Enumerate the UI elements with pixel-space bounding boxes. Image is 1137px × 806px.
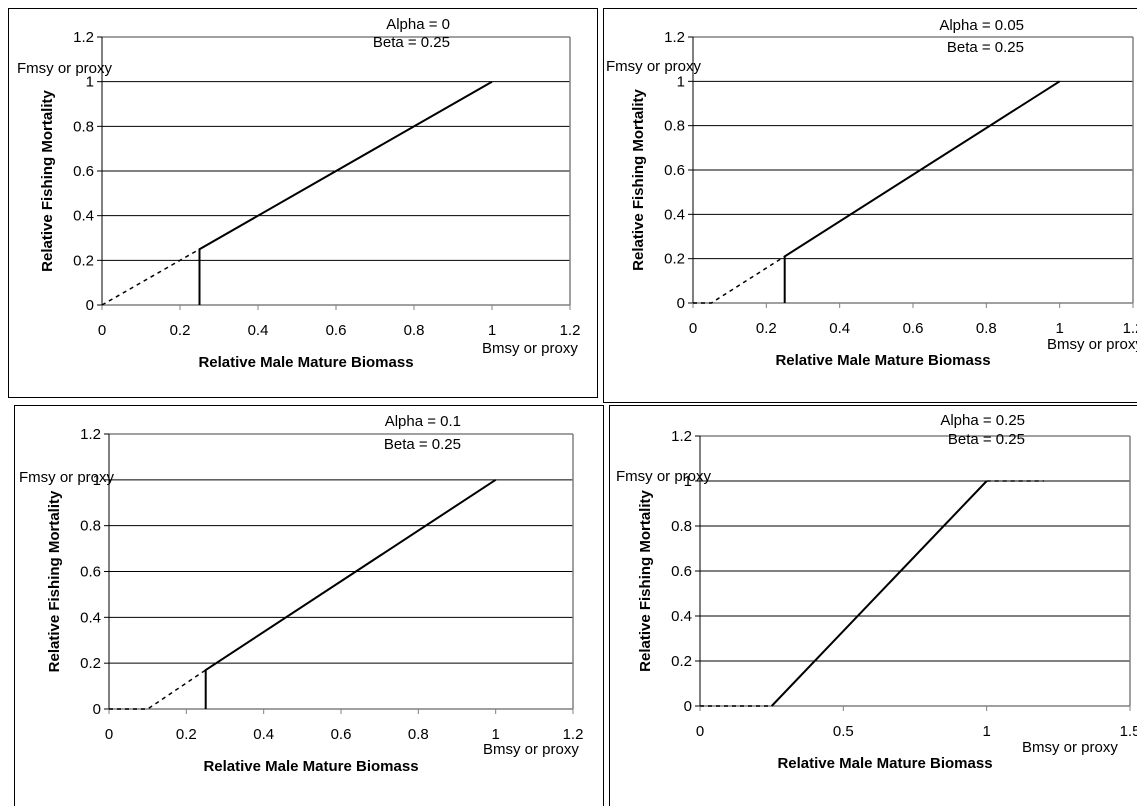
chart-panel-4: 0 0.2 0.4 0.6 0.8 1 1.2 0 0.5 1 1.5 Relative Male M… bbox=[609, 405, 1137, 806]
dashed-series-line bbox=[101, 248, 200, 306]
x-axis-title: Relative Male Mature Biomass bbox=[198, 354, 413, 371]
y-tick-label: 0.6 bbox=[80, 564, 101, 581]
fmsy-annotation: Fmsy or proxy bbox=[616, 468, 712, 485]
y-tick-label: 0.4 bbox=[80, 609, 101, 626]
chart-panel-2: 0 0.2 0.4 0.6 0.8 1 1.2 0 0.2 0.4 0.6 0.8 1 1.2 Relati… bbox=[603, 8, 1137, 403]
chart-svg: 0 0.2 0.4 0.6 0.8 1 1.2 0 0.2 0.4 0.6 0.8 1 1.2 Relati… bbox=[606, 17, 1137, 369]
x-tick-label: 0.8 bbox=[976, 320, 997, 337]
x-tick-label: 0 bbox=[105, 726, 113, 743]
chart-svg: 0 0.2 0.4 0.6 0.8 1 1.2 0 0.5 1 1.5 Relative Male M… bbox=[616, 412, 1137, 772]
x-tick-label: 0.4 bbox=[248, 322, 269, 339]
chart-panel-1: 0 0.2 0.4 0.6 0.8 1 1.2 0 0.2 0.4 0.6 0.8 1 1.2 Relati… bbox=[8, 8, 598, 398]
y-tick-label: 1 bbox=[677, 73, 685, 90]
x-tick-label: 1 bbox=[982, 723, 990, 740]
x-tick-label: 0 bbox=[98, 322, 106, 339]
x-tick-label: 0.8 bbox=[408, 726, 429, 743]
solid-series-line bbox=[198, 80, 493, 305]
x-tick-label: 1.5 bbox=[1120, 723, 1137, 740]
x-tick-label: 0.2 bbox=[756, 320, 777, 337]
bmsy-annotation: Bmsy or proxy bbox=[483, 741, 579, 758]
x-tick-label: 0.6 bbox=[326, 322, 347, 339]
beta-annotation: Beta = 0.25 bbox=[373, 34, 450, 51]
fmsy-annotation: Fmsy or proxy bbox=[19, 469, 115, 486]
y-tick-label: 1 bbox=[86, 74, 94, 91]
solid-series-line bbox=[770, 480, 988, 707]
x-tick-label: 0.4 bbox=[253, 726, 274, 743]
y-tick-label: 0 bbox=[684, 698, 692, 715]
y-tick-label: 0.2 bbox=[73, 252, 94, 269]
y-tick-label: 0.8 bbox=[664, 118, 685, 135]
y-tick-label: 1.2 bbox=[664, 29, 685, 46]
x-tick-label: 1 bbox=[1055, 320, 1063, 337]
y-tick-label: 1.2 bbox=[73, 29, 94, 46]
chart-svg: 0 0.2 0.4 0.6 0.8 1 1.2 0 0.2 0.4 0.6 0.8 1 1.2 Relati… bbox=[17, 16, 581, 371]
y-tick-label: 0.8 bbox=[80, 518, 101, 535]
y-tick-label: 0.4 bbox=[73, 208, 94, 225]
solid-series-line bbox=[204, 478, 497, 709]
x-tick-label: 0.2 bbox=[170, 322, 191, 339]
y-axis-title: Relative Fishing Mortality bbox=[39, 89, 56, 271]
y-tick-label: 0.2 bbox=[664, 251, 685, 268]
bmsy-annotation: Bmsy or proxy bbox=[482, 340, 578, 357]
y-tick-label: 0.6 bbox=[73, 163, 94, 180]
dashed-series-line bbox=[109, 669, 207, 710]
fmsy-annotation: Fmsy or proxy bbox=[606, 58, 702, 75]
dashed-series-line bbox=[693, 255, 786, 304]
alpha-annotation: Alpha = 0.05 bbox=[939, 17, 1024, 34]
x-tick-label: 0.5 bbox=[833, 723, 854, 740]
x-tick-label: 0.4 bbox=[829, 320, 850, 337]
y-tick-label: 0 bbox=[86, 297, 94, 314]
bmsy-annotation: Bmsy or proxy bbox=[1047, 336, 1137, 353]
x-tick-label: 1 bbox=[491, 726, 499, 743]
alpha-annotation: Alpha = 0.25 bbox=[940, 412, 1025, 429]
y-tick-label: 0.6 bbox=[664, 162, 685, 179]
y-tick-label: 0.4 bbox=[671, 608, 692, 625]
y-tick-label: 0 bbox=[93, 701, 101, 718]
y-tick-label: 1.2 bbox=[671, 428, 692, 445]
x-axis-title: Relative Male Mature Biomass bbox=[777, 755, 992, 772]
y-tick-label: 0.2 bbox=[671, 653, 692, 670]
beta-annotation: Beta = 0.25 bbox=[948, 431, 1025, 448]
x-tick-label: 0 bbox=[689, 320, 697, 337]
y-tick-label: 1 bbox=[684, 473, 692, 490]
x-axis-title: Relative Male Mature Biomass bbox=[775, 352, 990, 369]
x-tick-label: 1.2 bbox=[1123, 320, 1137, 337]
y-tick-label: 0.2 bbox=[80, 655, 101, 672]
y-tick-label: 1 bbox=[93, 472, 101, 489]
y-axis-title: Relative Fishing Mortality bbox=[637, 489, 654, 671]
x-tick-label: 0.6 bbox=[331, 726, 352, 743]
y-tick-label: 0 bbox=[677, 295, 685, 312]
beta-annotation: Beta = 0.25 bbox=[384, 436, 461, 453]
x-axis-title: Relative Male Mature Biomass bbox=[203, 758, 418, 775]
y-tick-label: 0.8 bbox=[671, 518, 692, 535]
x-tick-label: 1 bbox=[488, 322, 496, 339]
beta-annotation: Beta = 0.25 bbox=[947, 39, 1024, 56]
bmsy-annotation: Bmsy or proxy bbox=[1022, 739, 1118, 756]
fmsy-annotation: Fmsy or proxy bbox=[17, 60, 113, 77]
solid-series-line bbox=[783, 80, 1061, 303]
x-tick-label: 0.8 bbox=[404, 322, 425, 339]
x-tick-label: 0.2 bbox=[176, 726, 197, 743]
chart-panel-3: 0 0.2 0.4 0.6 0.8 1 1.2 0 0.2 0.4 0.6 0.8 1 1.2 Relati… bbox=[14, 405, 604, 806]
x-tick-label: 1.2 bbox=[560, 322, 581, 339]
y-axis-title: Relative Fishing Mortality bbox=[46, 490, 63, 672]
x-tick-label: 1.2 bbox=[563, 726, 584, 743]
alpha-annotation: Alpha = 0 bbox=[386, 16, 450, 33]
y-tick-label: 0.6 bbox=[671, 563, 692, 580]
y-tick-label: 0.4 bbox=[664, 206, 685, 223]
y-axis-title: Relative Fishing Mortality bbox=[630, 88, 647, 270]
y-tick-label: 0.8 bbox=[73, 118, 94, 135]
chart-svg: 0 0.2 0.4 0.6 0.8 1 1.2 0 0.2 0.4 0.6 0.8 1 1.2 Relati… bbox=[19, 413, 584, 775]
x-tick-label: 0.6 bbox=[903, 320, 924, 337]
x-tick-label: 0 bbox=[696, 723, 704, 740]
alpha-annotation: Alpha = 0.1 bbox=[385, 413, 461, 430]
y-tick-label: 1.2 bbox=[80, 426, 101, 443]
